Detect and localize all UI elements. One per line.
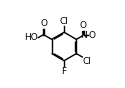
Text: O: O [80, 21, 87, 30]
Text: F: F [62, 67, 67, 76]
Text: O: O [89, 31, 96, 40]
Text: Cl: Cl [60, 17, 68, 26]
Text: O: O [40, 19, 47, 28]
Text: N: N [80, 31, 86, 40]
Text: Cl: Cl [83, 57, 92, 66]
Text: HO: HO [24, 33, 38, 42]
